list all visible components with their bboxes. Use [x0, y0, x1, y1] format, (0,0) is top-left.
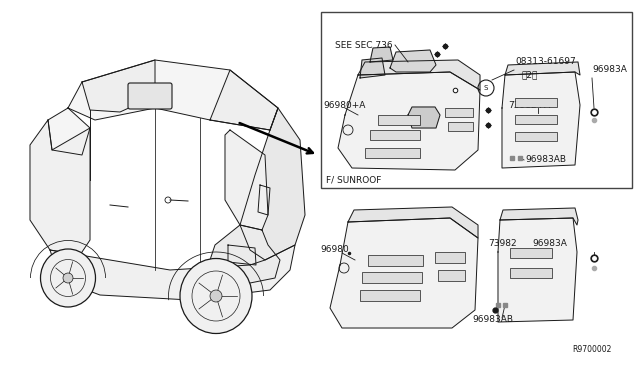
Text: SEE SEC 736: SEE SEC 736 [335, 41, 392, 49]
Bar [360, 290, 420, 301]
Ellipse shape [40, 249, 95, 307]
Polygon shape [330, 218, 478, 328]
Ellipse shape [180, 259, 252, 334]
Text: 96980: 96980 [320, 246, 349, 254]
Bar [448, 122, 473, 131]
Text: 96983A: 96983A [592, 65, 627, 74]
Text: 96983AB: 96983AB [472, 315, 513, 324]
Bar [438, 270, 465, 281]
Polygon shape [210, 70, 278, 130]
Ellipse shape [210, 290, 222, 302]
Text: R9700002: R9700002 [572, 346, 611, 355]
Polygon shape [370, 47, 393, 62]
Bar [435, 252, 465, 263]
Polygon shape [48, 108, 90, 155]
Polygon shape [498, 218, 577, 322]
Polygon shape [500, 208, 578, 225]
Polygon shape [210, 225, 280, 285]
Text: （2）: （2） [522, 71, 538, 80]
Polygon shape [225, 130, 268, 230]
Bar [378, 115, 420, 125]
Ellipse shape [63, 273, 73, 283]
Bar [362, 272, 422, 283]
Text: S: S [484, 85, 488, 91]
Text: 73982+A: 73982+A [508, 100, 550, 109]
Polygon shape [30, 120, 90, 255]
Polygon shape [82, 60, 155, 112]
Polygon shape [360, 58, 385, 78]
Polygon shape [408, 107, 440, 128]
Text: 08313-61697: 08313-61697 [515, 58, 576, 67]
Bar [365, 148, 420, 158]
Polygon shape [348, 207, 478, 238]
Text: 73982: 73982 [488, 240, 516, 248]
Polygon shape [68, 60, 278, 130]
Bar [368, 255, 423, 266]
Bar [515, 115, 557, 124]
Polygon shape [50, 245, 295, 300]
Text: 96980+A: 96980+A [323, 100, 365, 109]
Polygon shape [505, 62, 580, 75]
Bar [445, 108, 473, 117]
Bar [510, 268, 552, 278]
Polygon shape [390, 50, 436, 72]
Polygon shape [502, 72, 580, 168]
Bar [370, 130, 420, 140]
Polygon shape [240, 108, 305, 260]
Polygon shape [358, 60, 480, 90]
Text: F/ SUNROOF: F/ SUNROOF [326, 176, 381, 185]
Bar [321, 12, 632, 188]
Bar [515, 98, 557, 107]
Bar [515, 132, 557, 141]
FancyBboxPatch shape [128, 83, 172, 109]
Polygon shape [338, 72, 480, 170]
Text: 96983AB: 96983AB [525, 155, 566, 164]
Text: 96983A: 96983A [532, 240, 567, 248]
Bar [510, 248, 552, 258]
